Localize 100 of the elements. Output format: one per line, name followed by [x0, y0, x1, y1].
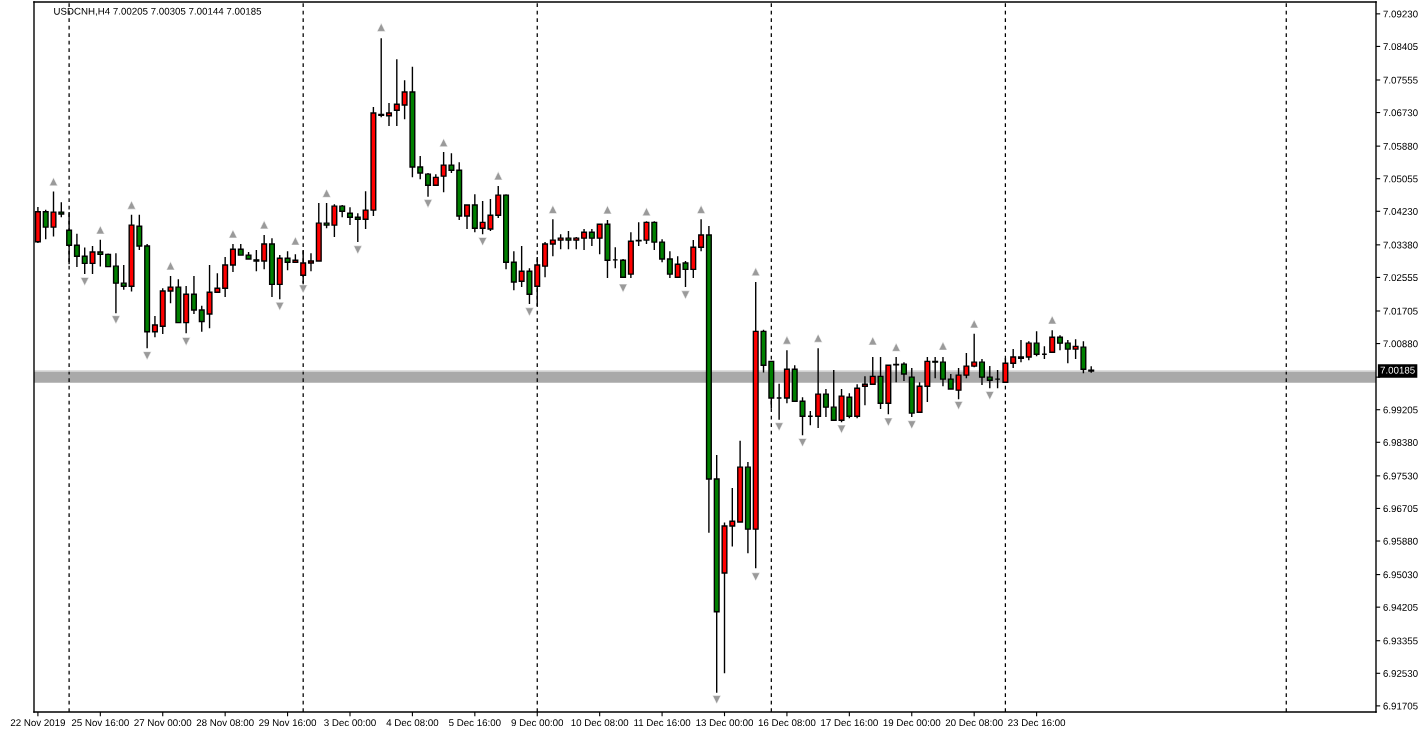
- y-tick-label: 7.07555: [1383, 76, 1418, 84]
- y-tick-label: 7.09230: [1383, 10, 1418, 18]
- y-tick-label: 6.94205: [1383, 603, 1418, 611]
- candlestick: [503, 193, 510, 271]
- candlestick: [744, 461, 751, 554]
- x-tick-label: 20 Dec 08:00: [945, 719, 1003, 727]
- candlestick: [627, 231, 634, 279]
- x-tick-label: 22 Nov 2019: [10, 719, 66, 727]
- y-tick-label: 7.05055: [1383, 175, 1418, 183]
- candlestick: [471, 193, 478, 233]
- candlestick: [393, 58, 400, 127]
- y-tick-label: 6.96705: [1383, 505, 1418, 513]
- candlestick: [229, 243, 236, 273]
- candlestick: [268, 237, 276, 298]
- y-tick-label: 6.99205: [1383, 406, 1418, 414]
- candlestick: [549, 218, 556, 257]
- candlestick: [573, 236, 580, 250]
- candlestick: [73, 233, 80, 268]
- x-tick-label: 10 Dec 08:00: [571, 719, 629, 727]
- candlestick: [1056, 334, 1064, 351]
- y-tick-label: 7.03380: [1383, 241, 1418, 249]
- candlestick: [776, 383, 783, 421]
- candlestick: [705, 225, 712, 534]
- candlestick: [1017, 339, 1025, 363]
- candlestick: [1088, 365, 1095, 374]
- candlestick: [994, 369, 1001, 389]
- candlestick: [495, 185, 502, 219]
- y-tick-label: 6.93355: [1383, 637, 1418, 645]
- x-tick-label: 17 Dec 16:00: [821, 719, 878, 727]
- text: USDCNH,H4 7.00205 7.00305 7.00144 7.00185: [54, 7, 262, 16]
- candlestick: [276, 254, 283, 301]
- candlestick: [854, 383, 861, 419]
- candlestick: [737, 440, 744, 523]
- x-tick-label: 19 Dec 00:00: [883, 719, 941, 727]
- candlestick: [1041, 345, 1048, 360]
- candlestick: [620, 258, 627, 279]
- y-tick-label: 6.92530: [1383, 670, 1418, 677]
- x-tick-label: 27 Nov 00:00: [134, 719, 192, 727]
- candlestick: [542, 241, 549, 278]
- x-tick-label: 28 Nov 08:00: [196, 719, 254, 727]
- candlestick: [198, 304, 205, 333]
- candlestick: [151, 315, 158, 338]
- y-tick-label: 7.05880: [1383, 142, 1418, 150]
- candlestick: [1033, 330, 1040, 357]
- y-tick-label: 7.06730: [1383, 109, 1418, 117]
- candlestick: [463, 203, 471, 230]
- candlestick: [612, 246, 619, 269]
- candlestick: [971, 333, 978, 368]
- candlestick: [932, 356, 939, 380]
- y-tick-label: 6.98380: [1383, 439, 1418, 446]
- candlestick: [939, 356, 947, 387]
- candlestick: [1064, 339, 1071, 365]
- candlestick: [830, 369, 837, 421]
- candlestick: [1049, 329, 1056, 353]
- x-tick-label: 16 Dec 08:00: [758, 719, 816, 727]
- candlestick: [666, 250, 673, 279]
- candlestick: [307, 252, 315, 273]
- candlestick: [105, 252, 112, 269]
- candlestick: [159, 287, 166, 335]
- candlestick: [354, 212, 361, 243]
- x-tick-label: 9 Dec 00:00: [511, 719, 564, 727]
- candlestick: [783, 349, 790, 404]
- candlestick: [869, 356, 876, 385]
- y-tick-label: 6.97530: [1383, 472, 1418, 480]
- candlestick: [261, 234, 268, 271]
- candlestick: [510, 250, 517, 291]
- candlestick: [815, 347, 822, 429]
- candlestick: [432, 173, 439, 187]
- candlestick: [893, 356, 900, 383]
- candlestick: [1002, 357, 1009, 383]
- candlestick: [947, 373, 954, 390]
- candlestick: [237, 243, 244, 256]
- candlestick: [385, 102, 393, 127]
- candlestick: [66, 211, 73, 265]
- x-tick-label: 3 Dec 00:00: [324, 719, 376, 727]
- candlestick: [339, 204, 346, 218]
- x-tick-label: 23 Dec 16:00: [1008, 719, 1066, 727]
- candlestick: [112, 252, 119, 314]
- candlestick: [908, 367, 915, 418]
- candlestick: [378, 37, 385, 119]
- y-tick-label: 7.04230: [1383, 208, 1418, 215]
- candlestick: [190, 275, 197, 315]
- x-tick-label: 11 Dec 16:00: [634, 719, 691, 727]
- candlestick: [183, 285, 190, 335]
- candlestick: [417, 155, 424, 180]
- candlestick: [978, 358, 986, 386]
- y-tick-label: 6.95030: [1383, 571, 1418, 579]
- y-tick-label: 6.91705: [1383, 702, 1418, 710]
- point: [49, 177, 58, 187]
- candlestick: [581, 228, 588, 251]
- x-tick-label: 29 Nov 16:00: [259, 719, 317, 727]
- candlestick: [822, 388, 829, 418]
- y-tick-label: 6.95880: [1383, 537, 1418, 545]
- ref-line-label: 7.00185: [1380, 366, 1415, 374]
- candlestick: [698, 218, 705, 252]
- candlestick: [1010, 348, 1017, 369]
- y-tick-label: 7.08405: [1383, 43, 1418, 51]
- candlestick: [424, 172, 432, 198]
- x-tick-label: 4 Dec 08:00: [386, 719, 439, 727]
- x-tick-label: 5 Dec 16:00: [449, 719, 501, 727]
